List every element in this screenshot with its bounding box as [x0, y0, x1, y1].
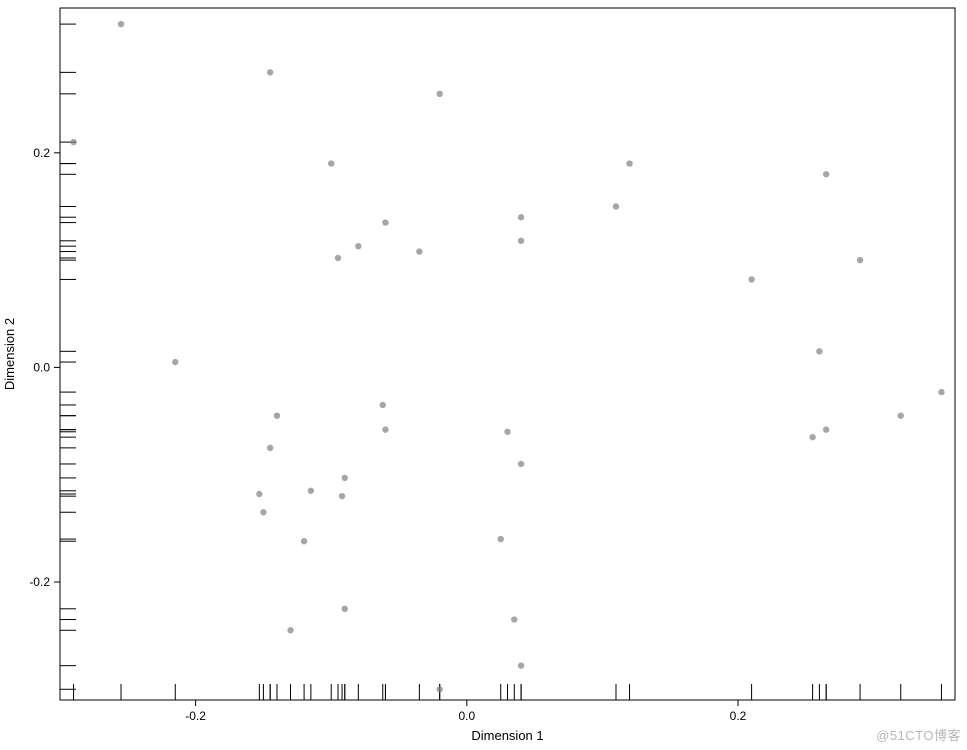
- scatter-point: [809, 434, 815, 440]
- scatter-point: [613, 203, 619, 209]
- scatter-point: [382, 219, 388, 225]
- scatter-point: [816, 348, 822, 354]
- scatter-point: [380, 402, 386, 408]
- scatter-point: [436, 91, 442, 97]
- scatter-chart: -0.2 0.0 0.2 -0.2 0.0 0.2 Dimension 1 Dimension…: [0, 0, 967, 750]
- scatter-point: [308, 488, 314, 494]
- scatter-point: [118, 21, 124, 27]
- x-tick-label: 0.0: [458, 709, 475, 723]
- scatter-point: [172, 359, 178, 365]
- scatter-point: [267, 69, 273, 75]
- x-axis-label: Dimension 1: [471, 728, 543, 743]
- scatter-point: [355, 243, 361, 249]
- scatter-point: [274, 412, 280, 418]
- scatter-point: [335, 255, 341, 261]
- scatter-point: [518, 662, 524, 668]
- scatter-point: [518, 238, 524, 244]
- scatter-point: [70, 139, 76, 145]
- scatter-point: [301, 538, 307, 544]
- scatter-point: [518, 461, 524, 467]
- y-tick-label: 0.0: [33, 360, 50, 374]
- scatter-point: [857, 257, 863, 263]
- y-tick-label: -0.2: [29, 575, 50, 589]
- scatter-point: [823, 426, 829, 432]
- scatter-point: [436, 686, 442, 692]
- scatter-point: [938, 389, 944, 395]
- x-tick-label: 0.2: [730, 709, 747, 723]
- scatter-point: [256, 491, 262, 497]
- x-tick-label: -0.2: [185, 709, 206, 723]
- y-axis-label: Dimension 2: [2, 318, 17, 390]
- scatter-point: [260, 509, 266, 515]
- scatter-point: [518, 214, 524, 220]
- scatter-point: [382, 426, 388, 432]
- scatter-point: [339, 493, 345, 499]
- scatter-point: [267, 445, 273, 451]
- scatter-point: [342, 475, 348, 481]
- y-tick-label: 0.2: [33, 146, 50, 160]
- scatter-point: [511, 616, 517, 622]
- scatter-point: [504, 429, 510, 435]
- scatter-point: [823, 171, 829, 177]
- scatter-point: [498, 536, 504, 542]
- watermark-text: @51CTO博客: [876, 725, 961, 744]
- scatter-point: [748, 276, 754, 282]
- scatter-point: [416, 248, 422, 254]
- scatter-point: [898, 412, 904, 418]
- scatter-point: [328, 160, 334, 166]
- scatter-point: [287, 627, 293, 633]
- scatter-point: [626, 160, 632, 166]
- scatter-point: [342, 606, 348, 612]
